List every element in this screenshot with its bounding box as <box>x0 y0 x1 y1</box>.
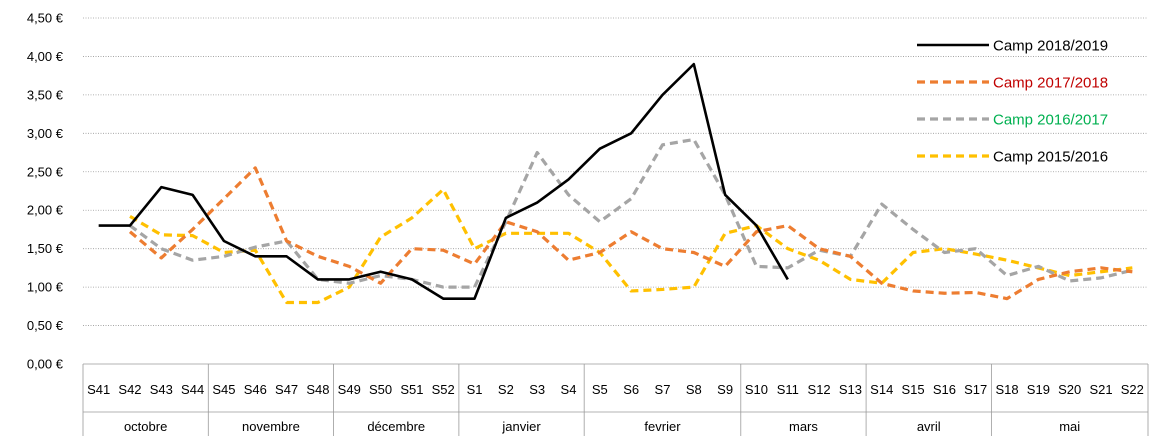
x-tick-label: S8 <box>686 382 702 397</box>
x-tick-label: S9 <box>717 382 733 397</box>
x-axis: S41 S42 S43 S44 S45 S46 S47 S48 S49 S50 S51 S52 S1 S2… <box>82 363 1149 436</box>
y-tick-label: 2,00 € <box>27 203 64 218</box>
y-tick-label: 0,00 € <box>27 357 64 372</box>
x-tick-label: S11 <box>777 382 799 397</box>
x-tick-label: S14 <box>870 382 893 397</box>
month-label: mars <box>789 419 818 434</box>
x-tick-label: S7 <box>655 382 671 397</box>
series-line-1 <box>128 166 1133 301</box>
x-tick-label: S15 <box>902 382 925 397</box>
x-tick-label: S1 <box>467 382 483 397</box>
x-tick-label: S43 <box>150 382 173 397</box>
x-tick-label: S44 <box>181 382 204 397</box>
x-tick-label: S41 <box>87 382 110 397</box>
gridlines <box>83 17 1148 326</box>
series-line-2 <box>129 137 1133 289</box>
y-tick-label: 3,50 € <box>27 87 64 102</box>
y-tick-label: 1,00 € <box>27 280 64 295</box>
x-tick-label: S49 <box>338 382 361 397</box>
x-tick-label: S5 <box>592 382 608 397</box>
legend-label: Camp 2015/2016 <box>993 149 1108 166</box>
x-tick-label: S52 <box>432 382 455 397</box>
x-tick-label: S4 <box>561 382 577 397</box>
x-tick-label: S2 <box>498 382 514 397</box>
legend: Camp 2018/2019 Camp 2017/2018 Camp 2016/20… <box>917 38 1108 166</box>
legend-label: Camp 2018/2019 <box>993 38 1108 55</box>
x-tick-label: S10 <box>745 382 768 397</box>
x-tick-label: S6 <box>623 382 639 397</box>
x-tick-label: S12 <box>808 382 831 397</box>
x-tick-label: S20 <box>1058 382 1081 397</box>
x-tick-label: S22 <box>1121 382 1144 397</box>
x-tick-label: S48 <box>306 382 329 397</box>
series-line-3 <box>129 187 1133 305</box>
x-tick-label: S16 <box>933 382 956 397</box>
month-label: avril <box>917 419 941 434</box>
month-label: mai <box>1059 419 1080 434</box>
x-tick-label: S50 <box>369 382 392 397</box>
month-label: novembre <box>242 419 300 434</box>
legend-label: Camp 2016/2017 <box>993 112 1108 129</box>
month-label: janvier <box>501 419 541 434</box>
x-tick-label: S3 <box>529 382 545 397</box>
month-label: octobre <box>124 419 167 434</box>
x-tick-label: S47 <box>275 382 298 397</box>
x-tick-label: S19 <box>1027 382 1050 397</box>
y-tick-label: 0,50 € <box>27 318 64 333</box>
series-line-0 <box>98 62 789 300</box>
y-tick-label: 1,50 € <box>27 241 64 256</box>
series-lines <box>98 62 1133 305</box>
y-axis: 0,00 € 0,50 € 1,00 € 1,50 € 2,00 € 2,50 € 3,00… <box>27 11 64 372</box>
y-tick-label: 2,50 € <box>27 164 64 179</box>
y-tick-label: 3,00 € <box>27 126 64 141</box>
month-label: fevrier <box>644 419 681 434</box>
x-tick-label: S46 <box>244 382 267 397</box>
y-tick-label: 4,00 € <box>27 49 64 64</box>
month-label: décembre <box>367 419 425 434</box>
x-tick-label: S42 <box>118 382 141 397</box>
x-tick-label: S18 <box>995 382 1018 397</box>
x-tick-label: S45 <box>212 382 235 397</box>
legend-label: Camp 2017/2018 <box>993 75 1108 92</box>
x-tick-label: S21 <box>1089 382 1112 397</box>
x-tick-label: S17 <box>964 382 987 397</box>
x-tick-label: S51 <box>400 382 423 397</box>
y-tick-label: 4,50 € <box>27 11 64 26</box>
x-tick-label: S13 <box>839 382 862 397</box>
